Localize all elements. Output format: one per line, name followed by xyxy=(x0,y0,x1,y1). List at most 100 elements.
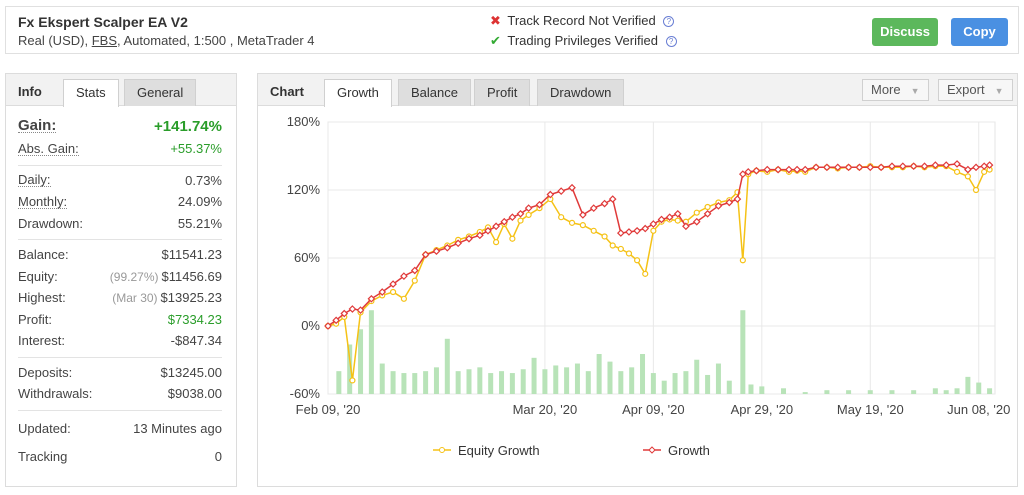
volume-bar xyxy=(943,390,949,394)
updated-value: 13 Minutes ago xyxy=(133,421,222,436)
tab-drawdown[interactable]: Drawdown xyxy=(537,79,625,106)
volume-bar xyxy=(987,388,993,394)
data-point xyxy=(985,161,994,169)
data-point xyxy=(714,202,723,210)
tracking-value: 0 xyxy=(214,449,222,464)
more-label: More xyxy=(871,82,901,97)
account-type: Real (USD), xyxy=(18,33,89,48)
data-point xyxy=(517,217,524,224)
volume-bar xyxy=(379,363,385,394)
data-point xyxy=(367,294,376,303)
monthly-label[interactable]: Monthly: xyxy=(18,193,68,209)
profit-value: $7334.23 xyxy=(167,311,222,327)
data-point xyxy=(601,233,608,240)
withdrawals-row: Withdrawals: $9038.00 xyxy=(18,383,222,405)
trading-privileges-label: Trading Privileges Verified xyxy=(507,33,658,48)
data-point xyxy=(704,203,711,211)
data-point xyxy=(568,219,576,226)
tab-profit[interactable]: Profit xyxy=(474,79,531,106)
data-point xyxy=(617,245,624,253)
help-icon[interactable]: ? xyxy=(665,36,677,47)
data-point xyxy=(649,220,658,228)
equity-value: $11456.69 xyxy=(161,268,223,284)
data-point xyxy=(763,165,772,174)
data-point xyxy=(410,266,419,275)
broker-link[interactable]: FBS xyxy=(91,33,117,48)
data-point xyxy=(546,190,555,199)
data-point xyxy=(920,162,929,171)
data-point xyxy=(823,163,831,172)
gain-row: Gain: +141.74% xyxy=(18,114,222,138)
data-point xyxy=(682,222,690,231)
discuss-button[interactable]: Discuss xyxy=(872,18,938,46)
abs-gain-label[interactable]: Abs. Gain: xyxy=(18,140,79,156)
volume-bar xyxy=(802,392,808,394)
volume-bar xyxy=(412,373,418,394)
volume-bar xyxy=(336,371,342,394)
system-subtitle: Real (USD), FBS, Automated, 1:500 , Meta… xyxy=(18,33,315,48)
data-point xyxy=(785,165,793,174)
volume-bar xyxy=(542,369,548,394)
data-point xyxy=(898,162,907,171)
tab-growth[interactable]: Growth xyxy=(324,79,392,107)
withdrawals-label: Withdrawals: xyxy=(18,386,93,402)
data-point xyxy=(866,163,875,172)
series-line-equity-growth xyxy=(327,165,990,381)
data-point xyxy=(348,305,357,313)
volume-bar xyxy=(531,357,537,394)
trading-privileges-status: ✔ Trading Privileges Verified ? xyxy=(490,33,677,49)
data-point xyxy=(888,162,896,171)
tab-stats[interactable]: Stats xyxy=(63,79,119,107)
data-point xyxy=(378,288,387,296)
data-point xyxy=(673,209,682,218)
data-point xyxy=(484,226,492,235)
daily-row: Daily: 0.73% xyxy=(18,170,222,192)
data-point xyxy=(579,211,587,219)
data-point xyxy=(674,217,681,224)
monthly-row: Monthly: 24.09% xyxy=(18,191,222,213)
data-point xyxy=(400,272,408,280)
volume-bar xyxy=(759,386,765,394)
monthly-value: 24.09% xyxy=(177,194,222,210)
interest-value: -$847.34 xyxy=(170,333,222,349)
copy-button[interactable]: Copy xyxy=(951,18,1008,46)
volume-bar xyxy=(596,354,602,394)
volume-bar xyxy=(477,367,483,394)
volume-bar xyxy=(965,376,971,394)
data-point xyxy=(774,165,782,174)
highest-date: (Mar 30) xyxy=(112,291,158,306)
data-point xyxy=(609,242,616,249)
chart-title: Chart xyxy=(270,84,304,99)
volume-bar xyxy=(564,367,570,394)
export-dropdown[interactable]: Export ▼ xyxy=(938,79,1013,101)
volume-bar xyxy=(672,373,678,394)
balance-label: Balance: xyxy=(18,247,69,263)
more-dropdown[interactable]: More ▼ xyxy=(862,79,929,101)
chart-tabs: Chart Growth Balance Profit Drawdown Mor… xyxy=(258,74,1017,107)
tab-balance[interactable]: Balance xyxy=(398,79,471,106)
gain-label[interactable]: Gain: xyxy=(18,117,57,134)
gain-value: +141.74% xyxy=(154,117,222,135)
data-point xyxy=(535,200,544,209)
data-point xyxy=(972,163,980,172)
data-point xyxy=(389,280,397,288)
withdrawals-value: $9038.00 xyxy=(167,386,222,402)
daily-label[interactable]: Daily: xyxy=(18,172,51,188)
data-point xyxy=(324,322,332,330)
data-point xyxy=(909,162,918,171)
tab-general[interactable]: General xyxy=(124,79,197,106)
chevron-down-icon: ▼ xyxy=(994,86,1004,96)
volume-bar xyxy=(466,369,472,394)
help-icon[interactable]: ? xyxy=(663,16,675,27)
volume-bar xyxy=(911,390,917,394)
drawdown-label: Drawdown: xyxy=(18,215,84,231)
data-point xyxy=(525,211,532,219)
legend-marker xyxy=(648,446,656,454)
info-panel: Info Stats General Gain: +141.74% Abs. G… xyxy=(5,73,237,487)
deposits-label: Deposits: xyxy=(18,364,73,380)
data-point xyxy=(625,250,633,257)
data-point xyxy=(964,173,971,180)
data-point xyxy=(493,239,500,246)
volume-bar xyxy=(715,363,721,394)
data-point xyxy=(964,165,972,174)
